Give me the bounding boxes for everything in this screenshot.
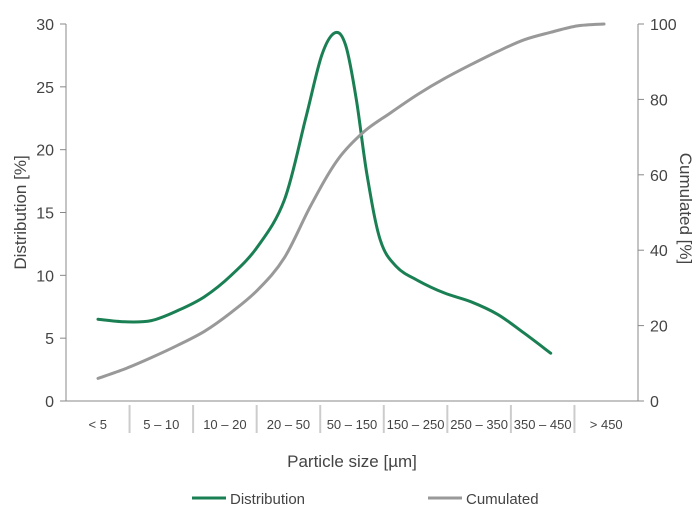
right-tick-label: 100: [650, 17, 677, 34]
right-tick-label: 20: [650, 319, 668, 336]
right-tick-label: 0: [650, 394, 659, 411]
x-tick-label: > 450: [590, 417, 623, 432]
x-tick-label: 350 – 450: [514, 417, 572, 432]
right-tick-label: 40: [650, 243, 668, 260]
legend-label-cumulated: Cumulated: [466, 491, 539, 506]
x-tick-label: 50 – 150: [327, 417, 378, 432]
left-tick-label: 25: [36, 80, 54, 97]
x-tick-label: 250 – 350: [450, 417, 508, 432]
x-tick-label: < 5: [89, 417, 107, 432]
x-tick-label: 150 – 250: [387, 417, 445, 432]
x-tick-label: 10 – 20: [203, 417, 246, 432]
left-tick-label: 10: [36, 268, 54, 285]
left-tick-label: 30: [36, 17, 54, 34]
x-axis-title: Particle size [µm]: [287, 452, 417, 471]
x-tick-label: 20 – 50: [267, 417, 310, 432]
right-tick-label: 80: [650, 92, 668, 109]
left-tick-label: 20: [36, 143, 54, 160]
series-line-distribution: [96, 30, 553, 355]
x-tick-label: 5 – 10: [143, 417, 179, 432]
left-tick-label: 0: [45, 394, 54, 411]
left-tick-label: 15: [36, 206, 54, 223]
series-line-cumulated: [96, 22, 606, 380]
right-tick-label: 60: [650, 168, 668, 185]
y-axis-title-right: Cumulated [%]: [676, 153, 695, 265]
left-tick-label: 5: [45, 331, 54, 348]
legend-label-distribution: Distribution: [230, 491, 305, 506]
y-axis-title-left: Distribution [%]: [11, 155, 30, 269]
